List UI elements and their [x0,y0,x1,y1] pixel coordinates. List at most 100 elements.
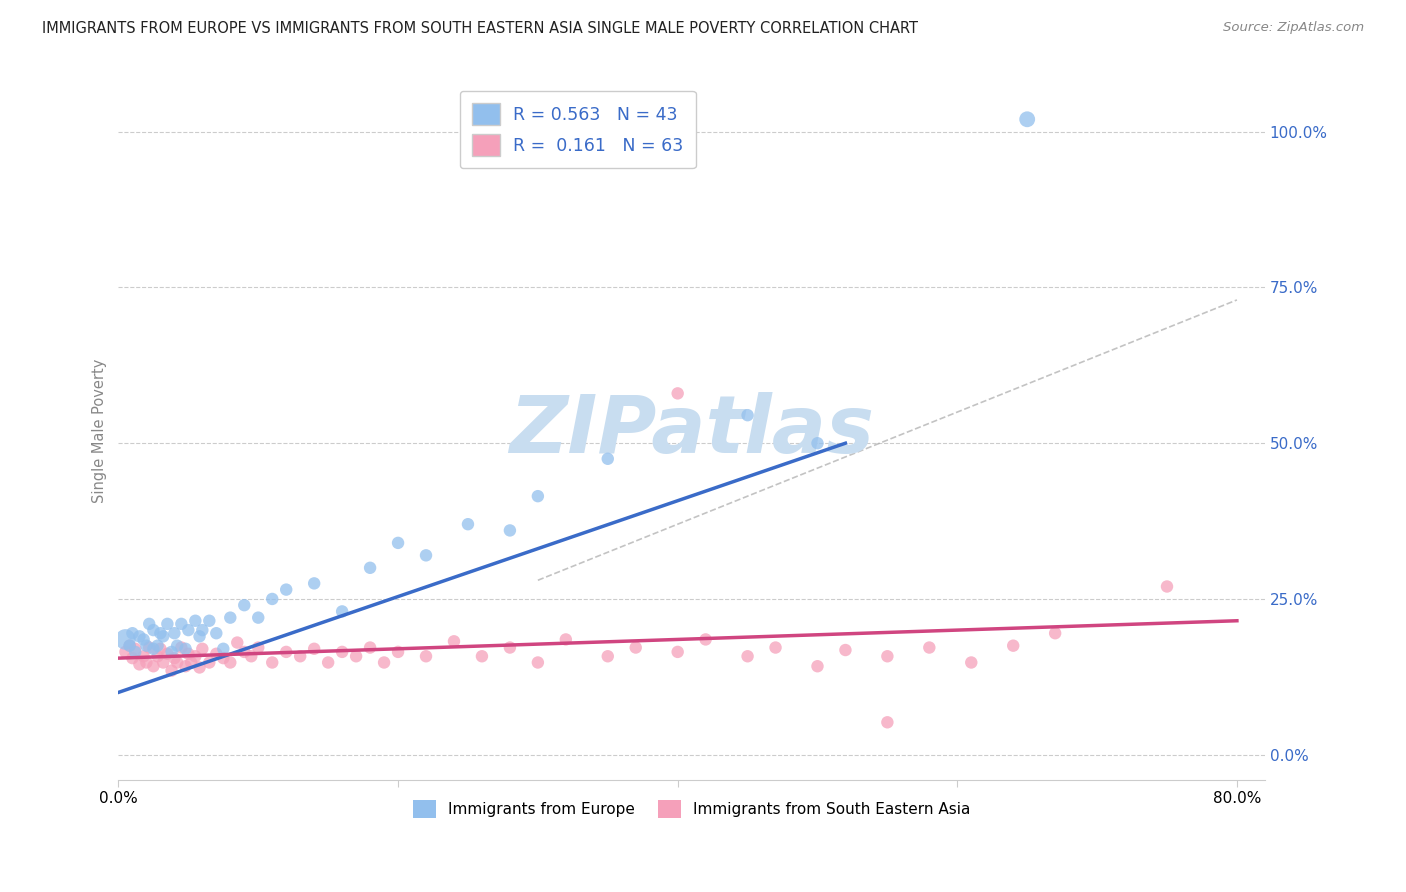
Point [359,561,381,575]
Point [128,657,150,672]
Point [330,604,353,618]
Point [138,616,160,631]
Point [149,626,172,640]
Point [170,640,193,655]
Point [373,656,395,670]
Point [180,656,202,670]
Point [149,641,172,656]
Text: IMMIGRANTS FROM EUROPE VS IMMIGRANTS FROM SOUTH EASTERN ASIA SINGLE MALE POVERTY: IMMIGRANTS FROM EUROPE VS IMMIGRANTS FRO… [42,21,918,36]
Point [177,647,200,661]
Point [765,640,787,655]
Point [262,656,284,670]
Point [387,536,409,550]
Point [121,651,143,665]
Point [219,610,242,624]
Point [198,656,221,670]
Point [191,623,214,637]
Point [142,623,165,637]
Point [240,649,263,664]
Point [135,639,157,653]
Point [527,489,550,503]
Point [212,651,235,665]
Point [596,451,619,466]
Point [121,626,143,640]
Point [160,645,183,659]
Point [443,634,465,648]
Point [387,645,409,659]
Point [499,524,522,538]
Point [156,616,179,631]
Point [918,640,941,655]
Point [876,649,898,664]
Point [527,656,550,670]
Point [142,659,165,673]
Point [152,629,174,643]
Text: Source: ZipAtlas.com: Source: ZipAtlas.com [1223,21,1364,34]
Legend: Immigrants from Europe, Immigrants from South Eastern Asia: Immigrants from Europe, Immigrants from … [406,793,977,824]
Point [226,635,249,649]
Point [666,645,689,659]
Point [596,649,619,664]
Point [174,659,197,673]
Point [290,649,312,664]
Point [499,640,522,655]
Point [834,643,856,657]
Point [330,645,353,659]
Point [471,649,494,664]
Point [118,639,141,653]
Point [1002,639,1025,653]
Point [737,408,759,422]
Point [142,641,165,656]
Point [302,576,325,591]
Point [174,641,197,656]
Point [184,614,207,628]
Point [184,649,207,664]
Point [1043,626,1066,640]
Point [212,641,235,656]
Point [205,626,228,640]
Point [170,616,193,631]
Point [128,629,150,643]
Point [135,656,157,670]
Point [302,641,325,656]
Point [415,649,437,664]
Point [138,640,160,655]
Point [160,664,183,678]
Point [219,656,242,670]
Point [960,656,983,670]
Point [247,640,270,655]
Point [163,651,186,665]
Point [114,632,136,647]
Y-axis label: Single Male Poverty: Single Male Poverty [93,359,107,503]
Point [114,645,136,659]
Point [132,649,155,664]
Point [188,629,211,643]
Point [233,598,256,612]
Point [695,632,717,647]
Point [262,591,284,606]
Point [152,656,174,670]
Point [1017,112,1039,127]
Point [344,649,367,664]
Point [124,641,146,656]
Point [146,639,169,653]
Point [737,649,759,664]
Point [457,517,479,532]
Point [205,647,228,661]
Point [166,656,188,670]
Point [156,647,179,661]
Point [806,659,828,673]
Point [118,639,141,653]
Point [166,639,188,653]
Point [554,632,576,647]
Point [415,549,437,563]
Point [247,610,270,624]
Point [188,660,211,674]
Text: ZIPatlas: ZIPatlas [509,392,875,470]
Point [1156,580,1178,594]
Point [146,649,169,664]
Point [806,436,828,450]
Point [198,614,221,628]
Point [132,632,155,647]
Point [624,640,647,655]
